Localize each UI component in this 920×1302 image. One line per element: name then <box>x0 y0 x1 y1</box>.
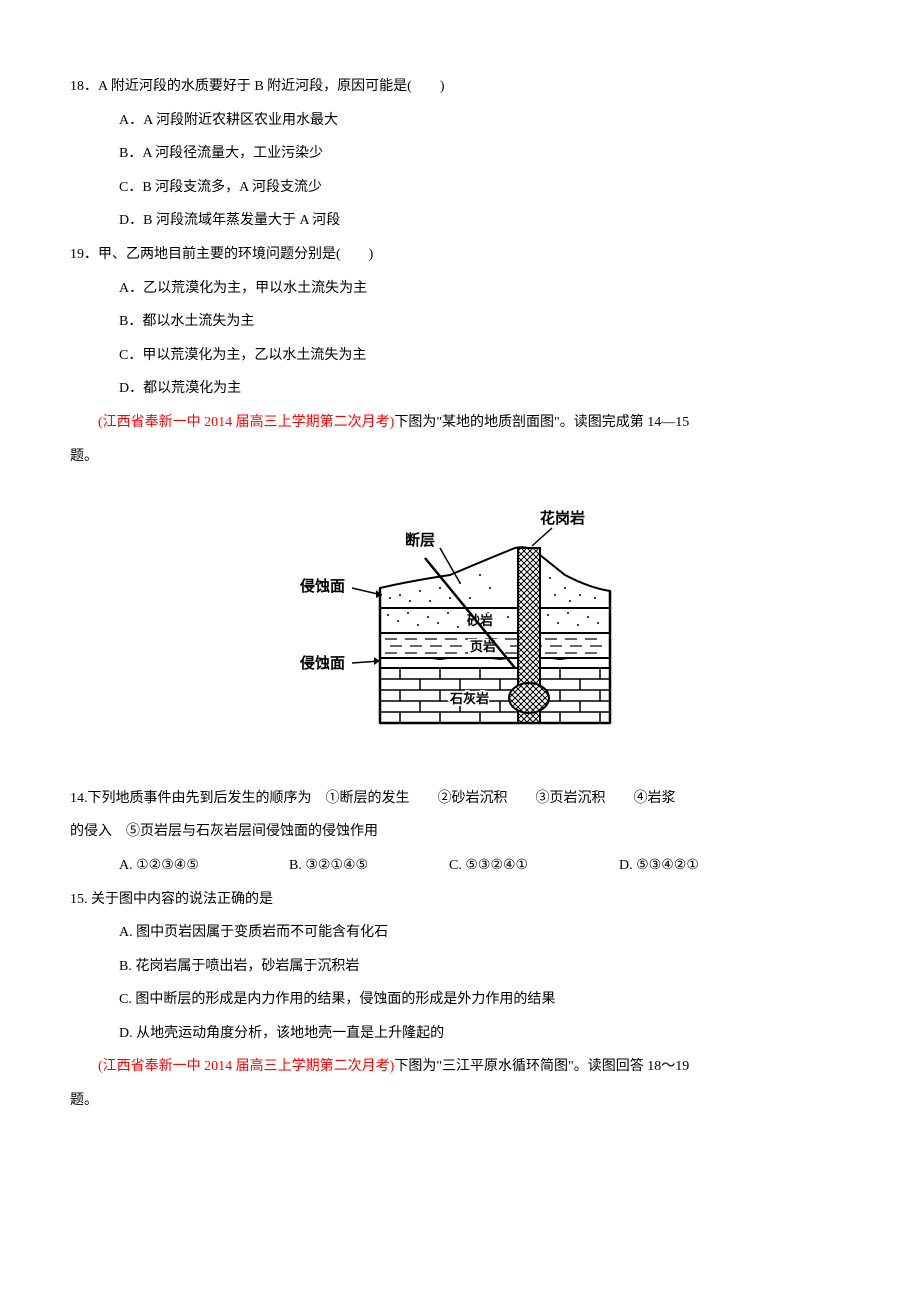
granite-label: 花岗岩 <box>540 509 585 527</box>
q15-stem: 关于图中内容的说法正确的是 <box>88 892 274 907</box>
q14-stem2: 的侵入 ⑤页岩层与石灰岩层间侵蚀面的侵蚀作用 <box>70 815 850 849</box>
q19-option-d: D．都以荒漠化为主 <box>70 372 850 406</box>
q15-option-d: D. 从地壳运动角度分析，该地地壳一直是上升隆起的 <box>70 1017 850 1051</box>
top-surface <box>380 547 610 608</box>
source-note-2-continue: 题。 <box>70 1084 850 1118</box>
q15-number: 15. <box>70 892 88 907</box>
limestone-label: 石灰岩 <box>449 691 489 706</box>
geology-figure: 石灰岩 石灰岩 页岩 砂岩 <box>70 493 850 762</box>
erosion2-label: 侵蚀面 <box>299 654 345 672</box>
geology-diagram-svg: 石灰岩 石灰岩 页岩 砂岩 <box>290 503 630 738</box>
erosion1-label: 侵蚀面 <box>299 577 345 595</box>
fault-label: 断层 <box>405 531 435 549</box>
q18-option-d: D．B 河段流域年蒸发量大于 A 河段 <box>70 204 850 238</box>
q19-option-a: A．乙以荒漠化为主，甲以水土流失为主 <box>70 272 850 306</box>
limestone-layer: 石灰岩 石灰岩 <box>380 668 610 723</box>
q14-option-d: D. ⑤③④②① <box>619 849 699 883</box>
source-note-1-wrap: (江西省奉新一中 2014 届高三上学期第二次月考)下图为"某地的地质剖面图"。… <box>70 406 850 440</box>
q14-options: A. ①②③④⑤ B. ③②①④⑤ C. ⑤③②④① D. ⑤③④②① <box>70 849 850 883</box>
source-note-1: (江西省奉新一中 2014 届高三上学期第二次月考) <box>70 415 394 430</box>
q14-stem: 下列地质事件由先到后发生的顺序为 ①断层的发生 ②砂岩沉积 ③页岩沉积 ④岩浆 <box>88 791 676 806</box>
granite-arrow <box>532 528 552 546</box>
q14-number: 14. <box>70 791 88 806</box>
source-note-1-black: 下图为"某地的地质剖面图"。读图完成第 14—15 <box>394 415 689 430</box>
question-15: 15. 关于图中内容的说法正确的是 <box>70 883 850 917</box>
sandstone-layer: 砂岩 <box>380 608 610 633</box>
q15-option-b: B. 花岗岩属于喷出岩，砂岩属于沉积岩 <box>70 950 850 984</box>
source-note-2-wrap: (江西省奉新一中 2014 届高三上学期第二次月考)下图为"三江平原水循环简图"… <box>70 1050 850 1084</box>
q18-option-b: B．A 河段径流量大，工业污染少 <box>70 137 850 171</box>
source-note-2: (江西省奉新一中 2014 届高三上学期第二次月考) <box>70 1059 394 1074</box>
q19-number: 19． <box>70 247 98 262</box>
question-18: 18．A 附近河段的水质要好于 B 附近河段，原因可能是( ) <box>70 70 850 104</box>
erosion-gap-2 <box>380 658 610 668</box>
q18-number: 18． <box>70 79 98 94</box>
q15-option-c: C. 图中断层的形成是内力作用的结果，侵蚀面的形成是外力作用的结果 <box>70 983 850 1017</box>
source-note-1-continue: 题。 <box>70 440 850 474</box>
q19-option-c: C．甲以荒漠化为主，乙以水土流失为主 <box>70 339 850 373</box>
q18-option-a: A．A 河段附近农耕区农业用水最大 <box>70 104 850 138</box>
q14-option-b: B. ③②①④⑤ <box>289 849 449 883</box>
source-note-2-black: 下图为"三江平原水循环简图"。读图回答 18～19 <box>394 1059 689 1074</box>
question-14: 14.下列地质事件由先到后发生的顺序为 ①断层的发生 ②砂岩沉积 ③页岩沉积 ④… <box>70 782 850 816</box>
question-19: 19．甲、乙两地目前主要的环境问题分别是( ) <box>70 238 850 272</box>
q18-option-c: C．B 河段支流多，A 河段支流少 <box>70 171 850 205</box>
q15-option-a: A. 图中页岩因属于变质岩而不可能含有化石 <box>70 916 850 950</box>
q14-option-c: C. ⑤③②④① <box>449 849 619 883</box>
q19-stem: 甲、乙两地目前主要的环境问题分别是( ) <box>98 247 373 262</box>
q18-stem: A 附近河段的水质要好于 B 附近河段，原因可能是( ) <box>98 79 445 94</box>
q19-option-b: B．都以水土流失为主 <box>70 305 850 339</box>
q14-option-a: A. ①②③④⑤ <box>119 849 289 883</box>
